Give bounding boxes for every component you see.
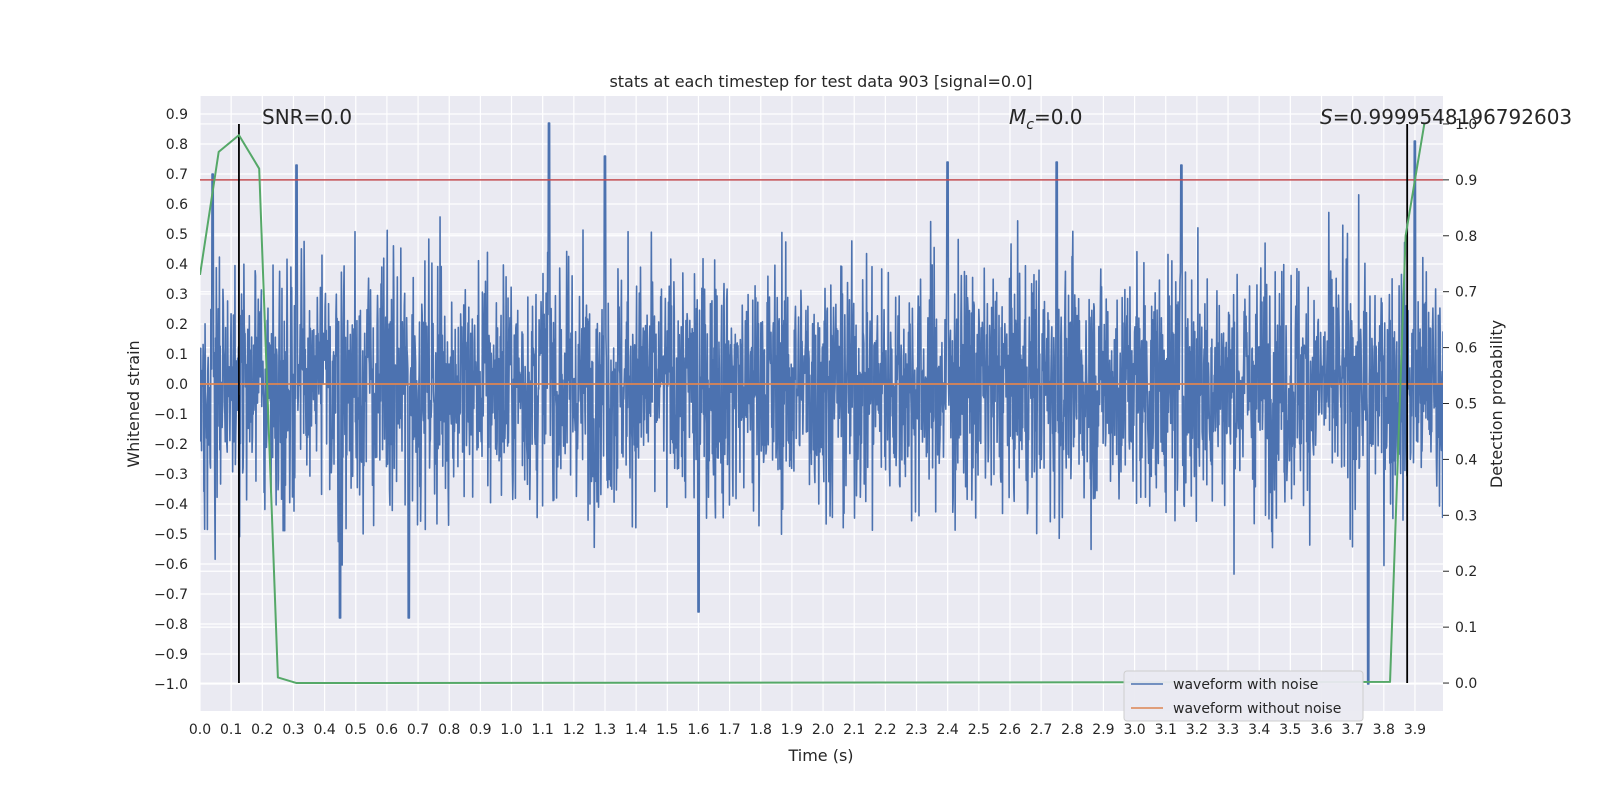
x-tick-label: 2.2 — [874, 722, 896, 738]
mc-value: =0.0 — [1034, 105, 1083, 129]
x-tick-label: 1.1 — [532, 722, 554, 738]
y2-tick-label: 0.7 — [1455, 285, 1477, 301]
y-axis-label: Whitened strain — [124, 340, 143, 467]
mc-annotation: Mc=0.0 — [1009, 105, 1083, 133]
y-tick-label: −0.8 — [154, 617, 188, 633]
x-tick-label: 0.1 — [220, 722, 242, 738]
x-tick-label: 0.7 — [407, 722, 429, 738]
x-tick-label: 3.2 — [1186, 722, 1208, 738]
legend-label-clean: waveform without noise — [1173, 701, 1341, 717]
x-tick-label: 1.6 — [687, 722, 709, 738]
x-tick-label: 2.0 — [812, 722, 834, 738]
y2-tick-label: 0.3 — [1455, 508, 1477, 524]
y-tick-label: −0.1 — [154, 407, 188, 423]
snr-annotation: SNR=0.0 — [262, 105, 352, 129]
chart-title: stats at each timestep for test data 903… — [609, 72, 1032, 91]
y2-tick-label: 0.0 — [1455, 676, 1477, 692]
x-axis: 0.0 0.1 0.2 0.3 0.4 0.5 0.6 0.7 0.8 0.9 1.0 1.1 1.2 1… — [189, 722, 1426, 738]
x-tick-label: 0.0 — [189, 722, 211, 738]
x-tick-label: 2.4 — [937, 722, 959, 738]
x-tick-label: 1.4 — [625, 722, 647, 738]
x-axis-label: Time (s) — [787, 746, 853, 765]
y2-tick-label: 0.8 — [1455, 229, 1477, 245]
y-tick-label: −0.2 — [154, 437, 188, 453]
y2-axis-label: Detection probability — [1487, 320, 1506, 488]
x-tick-label: 3.5 — [1279, 722, 1301, 738]
s-symbol: S — [1320, 105, 1333, 129]
x-tick-label: 1.0 — [500, 722, 522, 738]
noise-waveform — [200, 122, 1443, 685]
x-tick-label: 0.2 — [251, 722, 273, 738]
x-tick-label: 2.8 — [1061, 722, 1083, 738]
y-tick-label: 0.4 — [166, 257, 188, 273]
s-annotation: S=0.9999548196792603 — [1320, 105, 1572, 129]
x-tick-label: 2.5 — [968, 722, 990, 738]
data-layer — [200, 123, 1443, 685]
legend-box — [1123, 670, 1364, 722]
x-tick-label: 0.8 — [438, 722, 460, 738]
y-axis-right: 1.0 0.9 0.8 0.7 0.6 0.5 0.4 0.3 0.2 0.1 0.0 — [1443, 117, 1477, 692]
x-tick-label: 1.9 — [781, 722, 803, 738]
series-waveform-with-noise — [200, 122, 1443, 685]
x-tick-label: 2.6 — [999, 722, 1021, 738]
x-tick-label: 0.5 — [345, 722, 367, 738]
y-tick-label: 0.3 — [166, 287, 188, 303]
y-tick-label: 0.7 — [166, 167, 188, 183]
series-detection-probability — [200, 123, 1426, 685]
y2-tick-label: 0.1 — [1455, 620, 1477, 636]
x-tick-label: 1.5 — [656, 722, 678, 738]
y-tick-label: −0.6 — [154, 557, 188, 573]
x-tick-label: 1.2 — [563, 722, 585, 738]
mc-symbol: M — [1009, 105, 1026, 129]
legend: waveform with noise waveform without noi… — [1123, 670, 1364, 722]
y-tick-label: −0.9 — [154, 647, 188, 663]
x-tick-label: 1.3 — [594, 722, 616, 738]
y-tick-label: 0.1 — [166, 347, 188, 363]
x-tick-label: 3.8 — [1373, 722, 1395, 738]
y-tick-label: −0.7 — [154, 587, 188, 603]
x-tick-label: 3.6 — [1310, 722, 1332, 738]
x-tick-label: 2.1 — [843, 722, 865, 738]
y-tick-label: 0.0 — [166, 377, 188, 393]
x-tick-label: 0.9 — [469, 722, 491, 738]
mc-subscript: c — [1026, 117, 1034, 133]
x-tick-label: 3.4 — [1248, 722, 1270, 738]
x-tick-label: 1.8 — [750, 722, 772, 738]
y-tick-label: −1.0 — [154, 677, 188, 693]
y2-tick-label: 0.6 — [1455, 341, 1477, 357]
y-axis-left: 0.9 0.8 0.7 0.6 0.5 0.4 0.3 0.2 0.1 0.0 −0.1 −0.2 −0… — [154, 107, 188, 693]
legend-label-noise: waveform with noise — [1173, 677, 1318, 693]
x-tick-label: 3.9 — [1404, 722, 1426, 738]
s-value: =0.9999548196792603 — [1333, 105, 1572, 129]
y-tick-label: −0.3 — [154, 467, 188, 483]
x-tick-label: 2.9 — [1092, 722, 1114, 738]
x-tick-label: 2.7 — [1030, 722, 1052, 738]
x-tick-label: 2.3 — [905, 722, 927, 738]
y-tick-label: 0.6 — [166, 197, 188, 213]
x-tick-label: 0.6 — [376, 722, 398, 738]
x-tick-label: 0.3 — [282, 722, 304, 738]
y-tick-label: 0.2 — [166, 317, 188, 333]
y-tick-label: 0.9 — [166, 107, 188, 123]
x-tick-label: 3.7 — [1342, 722, 1364, 738]
y-tick-label: −0.4 — [154, 497, 188, 513]
y2-tick-label: 1.0 — [1455, 117, 1477, 133]
y2-tick-label: 0.9 — [1455, 173, 1477, 189]
x-tick-label: 3.3 — [1217, 722, 1239, 738]
x-tick-label: 1.7 — [718, 722, 740, 738]
x-tick-label: 3.1 — [1155, 722, 1177, 738]
y2-tick-label: 0.4 — [1455, 452, 1477, 468]
x-tick-label: 3.0 — [1123, 722, 1145, 738]
y2-tick-label: 0.2 — [1455, 564, 1477, 580]
x-tick-label: 0.4 — [313, 722, 335, 738]
y-tick-label: 0.8 — [166, 137, 188, 153]
y-tick-label: −0.5 — [154, 527, 188, 543]
y-tick-label: 0.5 — [166, 227, 188, 243]
y2-tick-label: 0.5 — [1455, 397, 1477, 413]
